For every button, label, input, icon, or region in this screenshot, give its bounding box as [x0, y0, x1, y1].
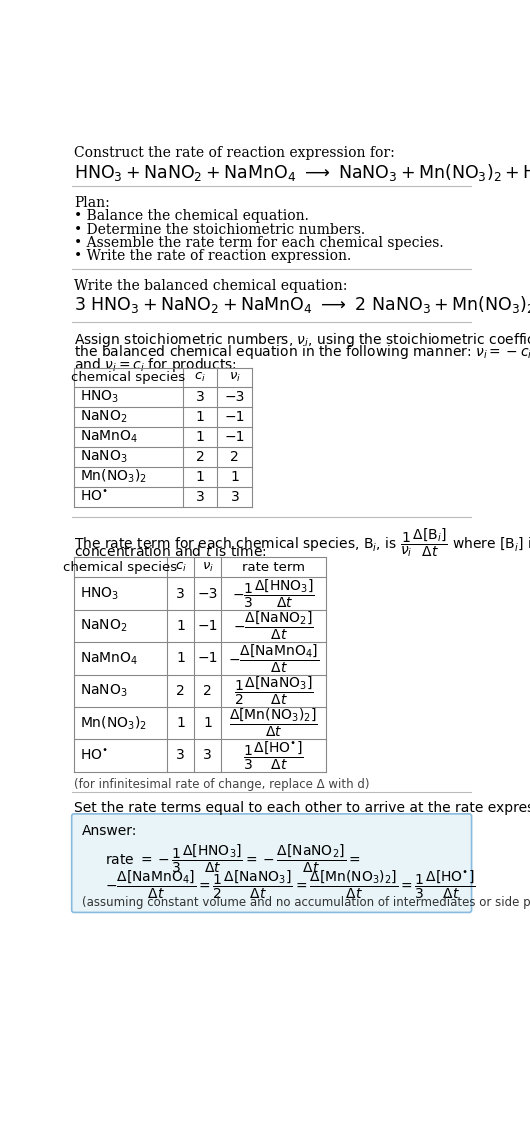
Text: $\mathrm{HNO_3}$: $\mathrm{HNO_3}$: [80, 388, 119, 404]
Text: rate $= -\dfrac{1}{3}\dfrac{\Delta[\mathrm{HNO_3}]}{\Delta t} = -\dfrac{\Delta[\: rate $= -\dfrac{1}{3}\dfrac{\Delta[\math…: [105, 843, 360, 875]
Text: the balanced chemical equation in the following manner: $\nu_i = -c_i$ for react: the balanced chemical equation in the fo…: [74, 344, 530, 361]
Text: $\mathrm{NaMnO_4}$: $\mathrm{NaMnO_4}$: [80, 650, 138, 667]
Text: $-\dfrac{\Delta[\mathrm{NaMnO_4}]}{\Delta t}$: $-\dfrac{\Delta[\mathrm{NaMnO_4}]}{\Delt…: [228, 642, 319, 675]
Text: Set the rate terms equal to each other to arrive at the rate expression:: Set the rate terms equal to each other t…: [74, 801, 530, 814]
Text: $\mathrm{HO^{\bullet}}$: $\mathrm{HO^{\bullet}}$: [80, 490, 108, 504]
Text: 1: 1: [176, 619, 185, 633]
Text: Assign stoichiometric numbers, $\nu_i$, using the stoichiometric coefficients, $: Assign stoichiometric numbers, $\nu_i$, …: [74, 331, 530, 349]
Text: $\mathrm{HO^{\bullet}}$: $\mathrm{HO^{\bullet}}$: [80, 748, 108, 763]
Text: $\nu_i$: $\nu_i$: [229, 371, 241, 384]
Text: $\mathrm{HNO_3}$: $\mathrm{HNO_3}$: [80, 586, 119, 602]
Text: $-\dfrac{\Delta[\mathrm{NaNO_2}]}{\Delta t}$: $-\dfrac{\Delta[\mathrm{NaNO_2}]}{\Delta…: [233, 610, 314, 642]
Text: chemical species: chemical species: [64, 561, 178, 574]
Text: • Assemble the rate term for each chemical species.: • Assemble the rate term for each chemic…: [74, 235, 444, 250]
Text: $\dfrac{1}{2}\dfrac{\Delta[\mathrm{NaNO_3}]}{\Delta t}$: $\dfrac{1}{2}\dfrac{\Delta[\mathrm{NaNO_…: [234, 675, 313, 707]
Text: 3: 3: [176, 748, 185, 763]
Text: $\mathrm{Mn(NO_3)_2}$: $\mathrm{Mn(NO_3)_2}$: [80, 714, 147, 732]
Text: $\mathrm{HNO_3 + NaNO_2 + NaMnO_4\ \longrightarrow\ NaNO_3 + Mn(NO_3)_2 + HO^{\b: $\mathrm{HNO_3 + NaNO_2 + NaMnO_4\ \long…: [74, 162, 530, 183]
Text: (for infinitesimal rate of change, replace Δ with d): (for infinitesimal rate of change, repla…: [74, 778, 369, 790]
Text: $\mathrm{NaNO_2}$: $\mathrm{NaNO_2}$: [80, 409, 128, 425]
FancyBboxPatch shape: [72, 814, 472, 912]
Text: The rate term for each chemical species, B$_i$, is $\dfrac{1}{\nu_i}\dfrac{\Delt: The rate term for each chemical species,…: [74, 526, 530, 560]
Text: 3: 3: [196, 389, 204, 403]
Text: −1: −1: [225, 429, 245, 443]
Text: $-\dfrac{1}{3}\dfrac{\Delta[\mathrm{HNO_3}]}{\Delta t}$: $-\dfrac{1}{3}\dfrac{\Delta[\mathrm{HNO_…: [232, 578, 315, 610]
Text: 3: 3: [176, 587, 185, 601]
Text: 2: 2: [231, 450, 239, 464]
Text: 3: 3: [196, 490, 204, 504]
Text: 1: 1: [176, 716, 185, 730]
Text: $\mathrm{Mn(NO_3)_2}$: $\mathrm{Mn(NO_3)_2}$: [80, 468, 147, 485]
Text: $\mathrm{3\ HNO_3 + NaNO_2 + NaMnO_4\ \longrightarrow\ 2\ NaNO_3 + Mn(NO_3)_2 + : $\mathrm{3\ HNO_3 + NaNO_2 + NaMnO_4\ \l…: [74, 295, 530, 315]
Text: $\mathrm{NaNO_2}$: $\mathrm{NaNO_2}$: [80, 618, 128, 634]
Text: concentration and $t$ is time:: concentration and $t$ is time:: [74, 544, 267, 558]
Text: $\dfrac{1}{3}\dfrac{\Delta[\mathrm{HO^{\bullet}}]}{\Delta t}$: $\dfrac{1}{3}\dfrac{\Delta[\mathrm{HO^{\…: [243, 739, 304, 772]
Text: 2: 2: [176, 684, 185, 698]
Text: 1: 1: [196, 429, 205, 443]
Text: rate term: rate term: [242, 561, 305, 574]
Text: $\dfrac{\Delta[\mathrm{Mn(NO_3)_2}]}{\Delta t}$: $\dfrac{\Delta[\mathrm{Mn(NO_3)_2}]}{\De…: [229, 707, 318, 739]
Text: Write the balanced chemical equation:: Write the balanced chemical equation:: [74, 279, 347, 292]
Text: $\mathrm{NaMnO_4}$: $\mathrm{NaMnO_4}$: [80, 428, 138, 444]
Text: chemical species: chemical species: [71, 371, 186, 384]
Text: $-\dfrac{\Delta[\mathrm{NaMnO_4}]}{\Delta t} = \dfrac{1}{2}\dfrac{\Delta[\mathrm: $-\dfrac{\Delta[\mathrm{NaMnO_4}]}{\Delt…: [105, 869, 476, 901]
Text: 2: 2: [196, 450, 204, 464]
Text: Construct the rate of reaction expression for:: Construct the rate of reaction expressio…: [74, 146, 395, 160]
Text: −3: −3: [225, 389, 245, 403]
Text: and $\nu_i = c_i$ for products:: and $\nu_i = c_i$ for products:: [74, 355, 237, 373]
Text: Answer:: Answer:: [82, 823, 137, 838]
Text: −3: −3: [198, 587, 218, 601]
Text: $\nu_i$: $\nu_i$: [202, 561, 214, 574]
Text: Plan:: Plan:: [74, 195, 110, 210]
Text: $c_i$: $c_i$: [175, 561, 187, 574]
Text: • Write the rate of reaction expression.: • Write the rate of reaction expression.: [74, 249, 351, 263]
Text: 1: 1: [231, 469, 239, 483]
Text: 1: 1: [196, 469, 205, 483]
Text: $\mathrm{NaNO_3}$: $\mathrm{NaNO_3}$: [80, 449, 128, 465]
Text: −1: −1: [198, 651, 218, 666]
Text: $c_i$: $c_i$: [194, 371, 206, 384]
Text: (assuming constant volume and no accumulation of intermediates or side products): (assuming constant volume and no accumul…: [82, 896, 530, 909]
Text: −1: −1: [198, 619, 218, 633]
Text: • Determine the stoichiometric numbers.: • Determine the stoichiometric numbers.: [74, 223, 365, 236]
Text: 3: 3: [204, 748, 212, 763]
Text: 1: 1: [176, 651, 185, 666]
Text: 2: 2: [204, 684, 212, 698]
Text: 3: 3: [231, 490, 239, 504]
Text: $\mathrm{NaNO_3}$: $\mathrm{NaNO_3}$: [80, 683, 128, 699]
Text: 1: 1: [203, 716, 212, 730]
Text: −1: −1: [225, 410, 245, 424]
Text: 1: 1: [196, 410, 205, 424]
Text: • Balance the chemical equation.: • Balance the chemical equation.: [74, 209, 309, 224]
